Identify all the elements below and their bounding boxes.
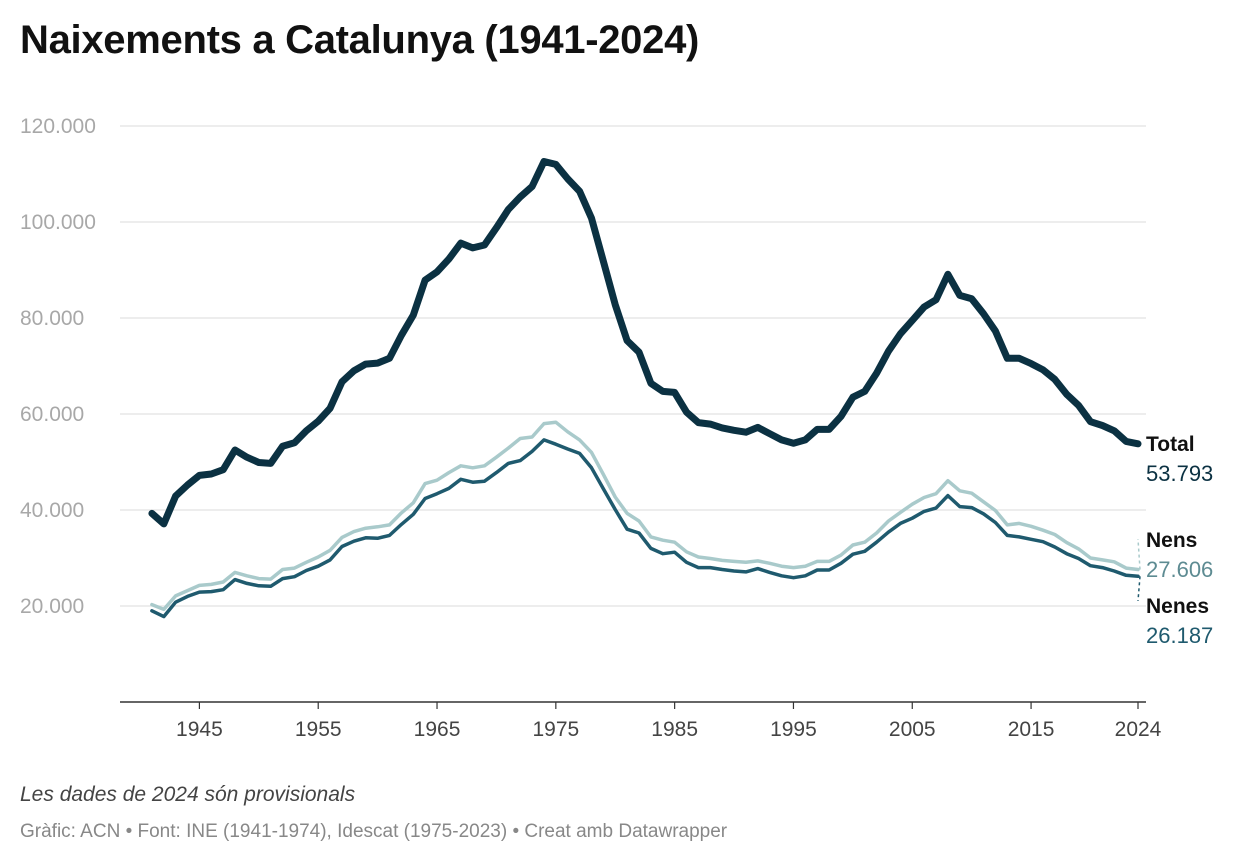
chart-title: Naixements a Catalunya (1941-2024) (20, 18, 700, 62)
x-tick-label: 1955 (295, 718, 342, 741)
y-tick-label: 60.000 (20, 403, 84, 426)
series-label-value: 53.793 (1146, 461, 1213, 486)
y-tick-label: 20.000 (20, 595, 84, 618)
chart-note: Les dades de 2024 són provisionals (20, 783, 356, 806)
series-end-labels: Total 53.793 Nens 27.606 Nenes 26.187 (1137, 433, 1213, 648)
x-tick-label: 2024 (1115, 718, 1162, 741)
y-tick-label: 40.000 (20, 499, 84, 522)
y-tick-label: 120.000 (20, 115, 96, 138)
series-label-value: 27.606 (1146, 557, 1213, 582)
x-tick-label: 1995 (770, 718, 817, 741)
series-line-nens (150, 420, 1140, 612)
label-connector (1137, 576, 1141, 602)
series-label-name: Nenes (1146, 595, 1209, 618)
label-connector (1137, 538, 1141, 570)
chart-source-footer: Gràfic: ACN • Font: INE (1941-1974), Ide… (20, 821, 728, 842)
x-tick-label: 1965 (414, 718, 461, 741)
y-tick-label: 80.000 (20, 307, 84, 330)
x-tick-label: 2005 (889, 718, 936, 741)
y-tick-label: 100.000 (20, 211, 96, 234)
y-axis-ticks: 20.000 40.000 60.000 80.000 100.000 120.000 (20, 115, 96, 618)
x-axis-ticks: 1945 1955 1965 1975 1985 1995 2005 2015 2024 (176, 702, 1162, 741)
series-label-name: Nens (1146, 529, 1197, 552)
x-tick-label: 1945 (176, 718, 223, 741)
x-tick-label: 2015 (1008, 718, 1055, 741)
series-label-value: 26.187 (1146, 623, 1213, 648)
series-label-name: Total (1146, 433, 1195, 456)
x-tick-label: 1985 (651, 718, 698, 741)
series-line-nenes (150, 438, 1140, 619)
series-lines (148, 158, 1142, 619)
gridlines (120, 125, 1146, 607)
x-tick-label: 1975 (532, 718, 579, 741)
series-line-total (148, 158, 1142, 528)
